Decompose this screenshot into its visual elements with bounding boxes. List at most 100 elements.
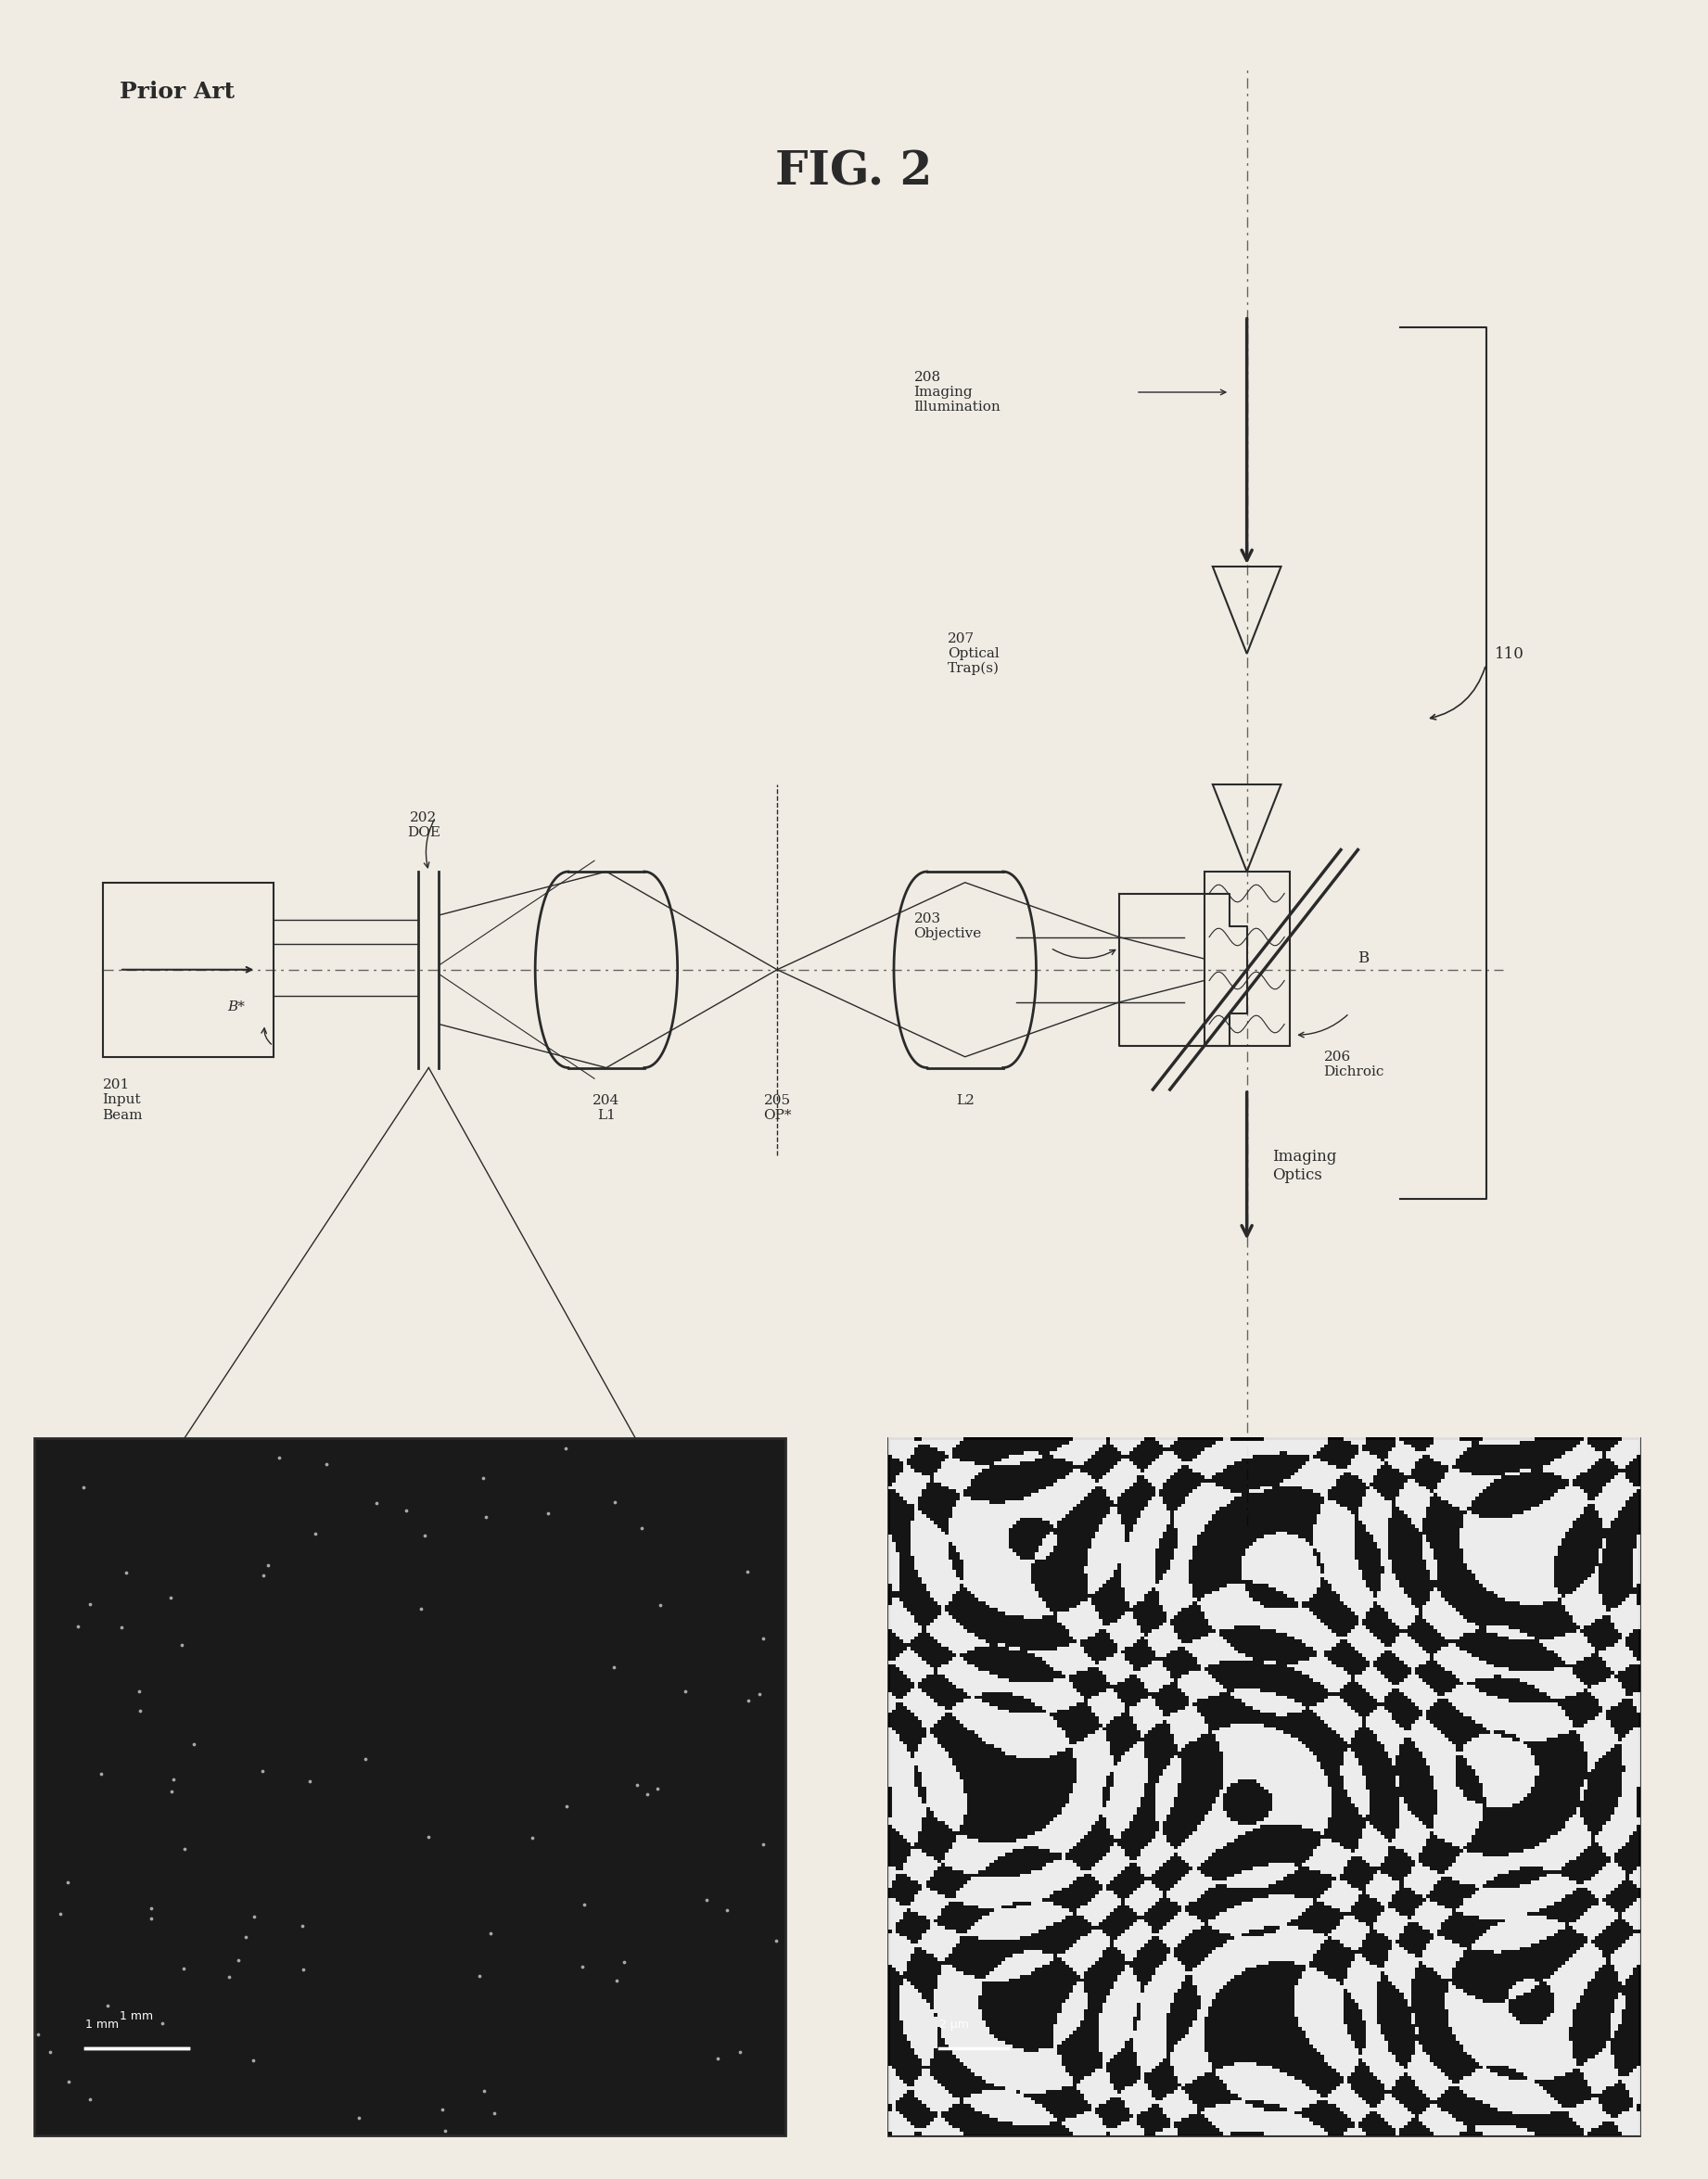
Bar	[888, 1438, 1640, 2135]
Point	[412, 1519, 439, 1554]
Point	[149, 2005, 176, 2040]
Point	[289, 1909, 316, 1944]
Text: FIG. 2: FIG. 2	[775, 150, 933, 196]
Point	[249, 1754, 277, 1789]
Point	[290, 1952, 318, 1987]
Point	[644, 1772, 671, 1806]
Text: L2: L2	[956, 1094, 974, 1107]
Text: Imaging
Optics: Imaging Optics	[1272, 1148, 1337, 1183]
Point	[36, 2035, 63, 2070]
Bar	[34, 1438, 786, 2135]
Point	[415, 1819, 442, 1854]
Point	[634, 1776, 661, 1811]
Text: 2 μm: 2 μm	[939, 2018, 968, 2031]
Text: 206
Dichroic: 206 Dichroic	[1324, 1050, 1383, 1079]
Point	[704, 2042, 731, 2077]
Point	[393, 1493, 420, 1527]
Bar	[77, 2005, 196, 2059]
Point	[407, 1591, 434, 1626]
Point	[265, 1440, 292, 1475]
Point	[750, 1621, 777, 1656]
Point	[55, 1865, 82, 1900]
Point	[345, 2101, 372, 2135]
Point	[313, 1447, 340, 1482]
Point	[126, 1693, 154, 1728]
Point	[364, 1486, 391, 1521]
Text: 208
Imaging
Illumination: 208 Imaging Illumination	[914, 370, 1001, 414]
Point	[480, 2096, 507, 2131]
Point	[603, 1963, 630, 1998]
Point	[726, 2035, 753, 2070]
Point	[693, 1883, 721, 1918]
Point	[125, 1673, 152, 1708]
Point	[239, 2042, 266, 2077]
Point	[671, 1673, 699, 1708]
Point	[734, 1684, 762, 1719]
Point	[302, 1517, 330, 1551]
Text: 204
L1: 204 L1	[593, 1094, 620, 1122]
Point	[24, 2018, 51, 2053]
Point	[295, 1763, 323, 1798]
Point	[169, 1950, 196, 1985]
Text: 110: 110	[1494, 645, 1524, 662]
Point	[171, 1833, 198, 1867]
Point	[108, 1610, 135, 1645]
Point	[70, 1469, 97, 1504]
Point	[77, 2083, 104, 2118]
Point	[157, 1580, 184, 1615]
Point	[215, 1959, 243, 1994]
Point	[94, 1987, 121, 2022]
Bar	[102, 882, 273, 1057]
Text: Prior Art: Prior Art	[120, 81, 234, 102]
Point	[470, 2074, 497, 2109]
Point	[241, 1898, 268, 1933]
Point	[734, 1554, 762, 1588]
Point	[432, 2114, 459, 2148]
Point	[552, 1432, 579, 1466]
Point	[232, 1920, 260, 1955]
Point	[746, 1676, 774, 1711]
Point	[254, 1547, 282, 1582]
Text: B: B	[1358, 950, 1370, 967]
Text: 1 mm: 1 mm	[85, 2018, 120, 2031]
Point	[46, 1896, 73, 1931]
Point	[55, 2064, 82, 2098]
Point	[429, 2092, 456, 2127]
Point	[569, 1950, 596, 1985]
Point	[87, 1756, 114, 1791]
Text: 202
DOE: 202 DOE	[407, 811, 441, 839]
Point	[519, 1819, 547, 1854]
Text: 207
Optical
Trap(s): 207 Optical Trap(s)	[948, 632, 999, 675]
Point	[600, 1650, 627, 1684]
Text: B*: B*	[227, 1000, 244, 1013]
Point	[646, 1588, 673, 1623]
Text: 1 mm: 1 mm	[120, 2009, 154, 2022]
Point	[623, 1767, 651, 1802]
Point	[167, 1628, 195, 1663]
Point	[750, 1826, 777, 1861]
Point	[159, 1774, 186, 1809]
Text: 205
OP*: 205 OP*	[763, 1094, 791, 1122]
Point	[601, 1484, 629, 1519]
Point	[179, 1726, 207, 1761]
Text: 203
Objective: 203 Objective	[914, 913, 982, 939]
Point	[714, 1894, 741, 1928]
Point	[113, 1556, 140, 1591]
Point	[762, 1924, 789, 1959]
Point	[470, 1460, 497, 1495]
Point	[535, 1495, 562, 1530]
Point	[159, 1763, 186, 1798]
Point	[249, 1558, 277, 1593]
Point	[77, 1586, 104, 1621]
Point	[224, 1941, 251, 1976]
Text: 201
Input
Beam: 201 Input Beam	[102, 1079, 143, 1122]
Point	[138, 1900, 166, 1935]
Point	[553, 1789, 581, 1824]
Point	[477, 1915, 504, 1950]
Point	[138, 1891, 166, 1926]
Point	[352, 1741, 379, 1776]
Point	[471, 1499, 499, 1534]
Point	[65, 1610, 92, 1645]
Point	[610, 1944, 637, 1979]
Point	[629, 1510, 656, 1545]
